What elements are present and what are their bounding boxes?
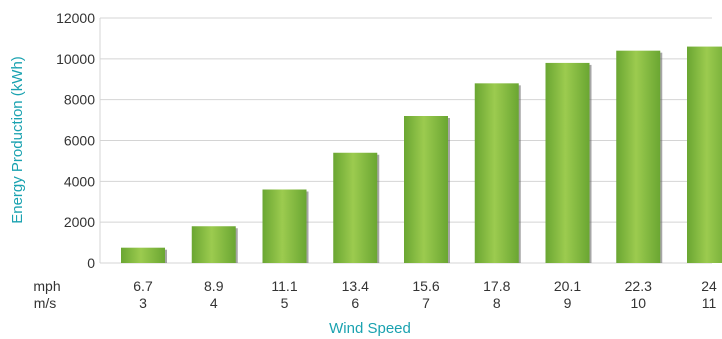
x-tick-label-ms: 3: [139, 295, 147, 311]
bars: [121, 46, 722, 264]
x-tick-label-mph: 17.8: [483, 278, 510, 294]
x-tick-label-ms: 6: [351, 295, 359, 311]
x-tick-label-mph: 24: [701, 278, 717, 294]
x-tick-label-ms: 11: [702, 295, 717, 311]
x-row-label-mph: mph: [33, 278, 60, 294]
y-tick-label: 4000: [64, 173, 95, 189]
y-tick-label: 6000: [64, 133, 95, 149]
x-tick-label-ms: 4: [210, 295, 218, 311]
x-tick-label-mph: 15.6: [412, 278, 439, 294]
bar: [687, 46, 722, 264]
bar: [474, 83, 519, 263]
y-tick-label: 2000: [64, 214, 95, 230]
x-tick-labels: 6.73 8.94 11.15 13.46 15.67 17.88 20.19 22.310 2…: [133, 278, 717, 311]
x-tick-label-mph: 11.1: [271, 278, 297, 294]
y-tick-label: 8000: [64, 92, 95, 108]
x-tick-label-ms: 7: [422, 295, 430, 311]
x-tick-label-mph: 6.7: [133, 278, 153, 294]
y-tick-label: 10000: [56, 51, 95, 67]
y-tick-label: 12000: [56, 10, 95, 26]
x-tick-label-ms: 8: [493, 295, 501, 311]
x-tick-label-mph: 13.4: [342, 278, 369, 294]
x-tick-label-mph: 8.9: [204, 278, 224, 294]
y-tick-labels: 0 2000 4000 6000 8000 10000 12000: [56, 10, 95, 271]
x-tick-label-ms: 10: [630, 295, 646, 311]
x-tick-label-ms: 9: [564, 295, 572, 311]
bar: [262, 189, 307, 263]
x-tick-label-mph: 22.3: [625, 278, 652, 294]
bar: [545, 62, 590, 263]
x-tick-label-mph: 20.1: [554, 278, 581, 294]
x-axis-title: Wind Speed: [329, 320, 411, 337]
bar: [616, 50, 661, 263]
x-row-label-ms: m/s: [34, 295, 57, 311]
y-axis-title: Energy Production (kWh): [9, 56, 26, 224]
bar: [333, 152, 378, 263]
bar: [191, 226, 236, 263]
x-tick-label-ms: 5: [281, 295, 289, 311]
bar: [121, 247, 165, 263]
bar: [404, 116, 448, 263]
y-tick-label: 0: [87, 255, 95, 271]
